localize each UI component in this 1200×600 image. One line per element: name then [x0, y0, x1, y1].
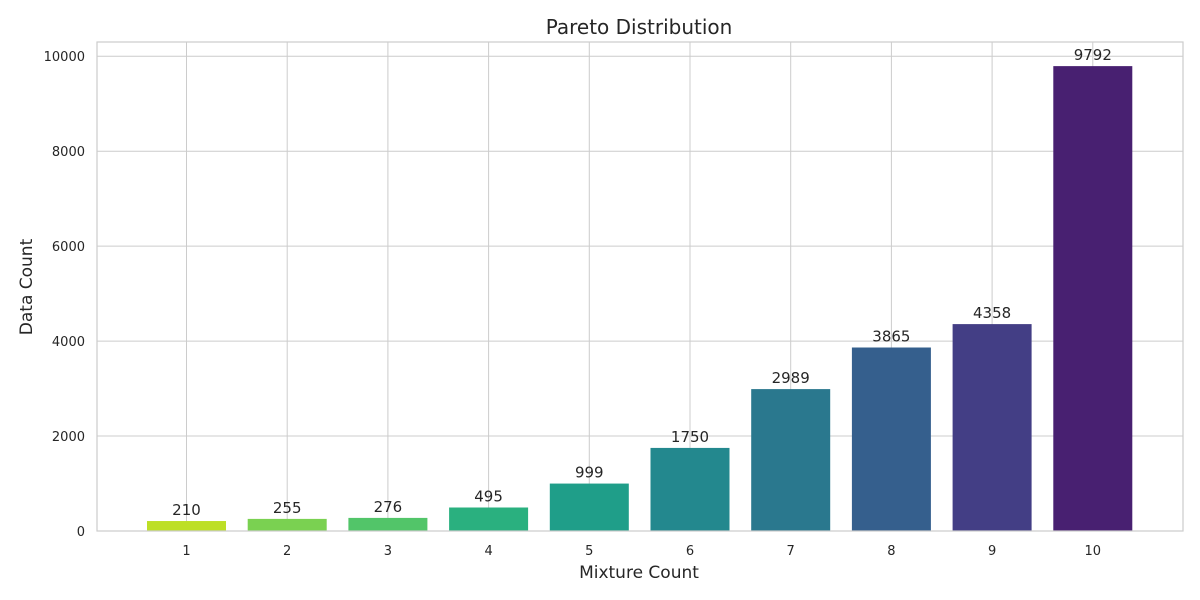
- bar: [952, 324, 1032, 531]
- x-tick-label: 1: [182, 544, 190, 559]
- x-tick-label: 6: [686, 544, 694, 559]
- bar: [650, 447, 730, 531]
- x-tick-label: 2: [283, 544, 291, 559]
- bar: [449, 507, 529, 531]
- bar-value-label: 9792: [1074, 46, 1112, 64]
- bar-value-label: 2989: [772, 369, 810, 387]
- bar-value-label: 999: [575, 464, 604, 482]
- x-tick-label: 3: [384, 544, 392, 559]
- y-axis-label: Data Count: [17, 238, 37, 335]
- x-tick-label: 10: [1085, 544, 1102, 559]
- bar: [147, 521, 226, 531]
- bar: [1053, 66, 1133, 531]
- y-tick-label: 2000: [52, 430, 85, 445]
- bar-value-label: 1750: [671, 428, 709, 446]
- y-tick-label: 6000: [52, 240, 85, 255]
- chart-title: Pareto Distribution: [546, 15, 733, 39]
- bar-value-label: 255: [273, 499, 302, 517]
- bar-value-label: 3865: [872, 328, 910, 346]
- y-tick-label: 8000: [52, 145, 85, 160]
- x-tick-label: 4: [484, 544, 492, 559]
- bar: [247, 518, 327, 531]
- x-tick-label: 5: [585, 544, 593, 559]
- bar: [549, 483, 629, 531]
- x-axis-ticks: 1 2 3 4 5 6 7 8 9 10: [182, 544, 1101, 559]
- plot-frame: [96, 41, 1184, 532]
- bar: [348, 517, 428, 531]
- x-tick-label: 7: [787, 544, 795, 559]
- bar-value-label: 4358: [973, 304, 1011, 322]
- bars: 210 255 276 495 999 1750 2989 3865 4358 9792: [147, 46, 1133, 531]
- bar-value-label: 210: [172, 501, 201, 519]
- y-tick-label: 0: [77, 525, 85, 540]
- x-tick-label: 9: [988, 544, 996, 559]
- y-tick-label: 10000: [44, 50, 85, 65]
- bar-value-label: 276: [374, 498, 403, 516]
- y-tick-label: 4000: [52, 335, 85, 350]
- y-axis-ticks: 0 2000 4000 6000 8000 10000: [44, 50, 85, 540]
- bar: [851, 347, 931, 531]
- x-tick-label: 8: [887, 544, 895, 559]
- bar: [751, 389, 831, 531]
- x-axis-label: Mixture Count: [579, 563, 699, 583]
- bar-value-label: 495: [474, 487, 503, 505]
